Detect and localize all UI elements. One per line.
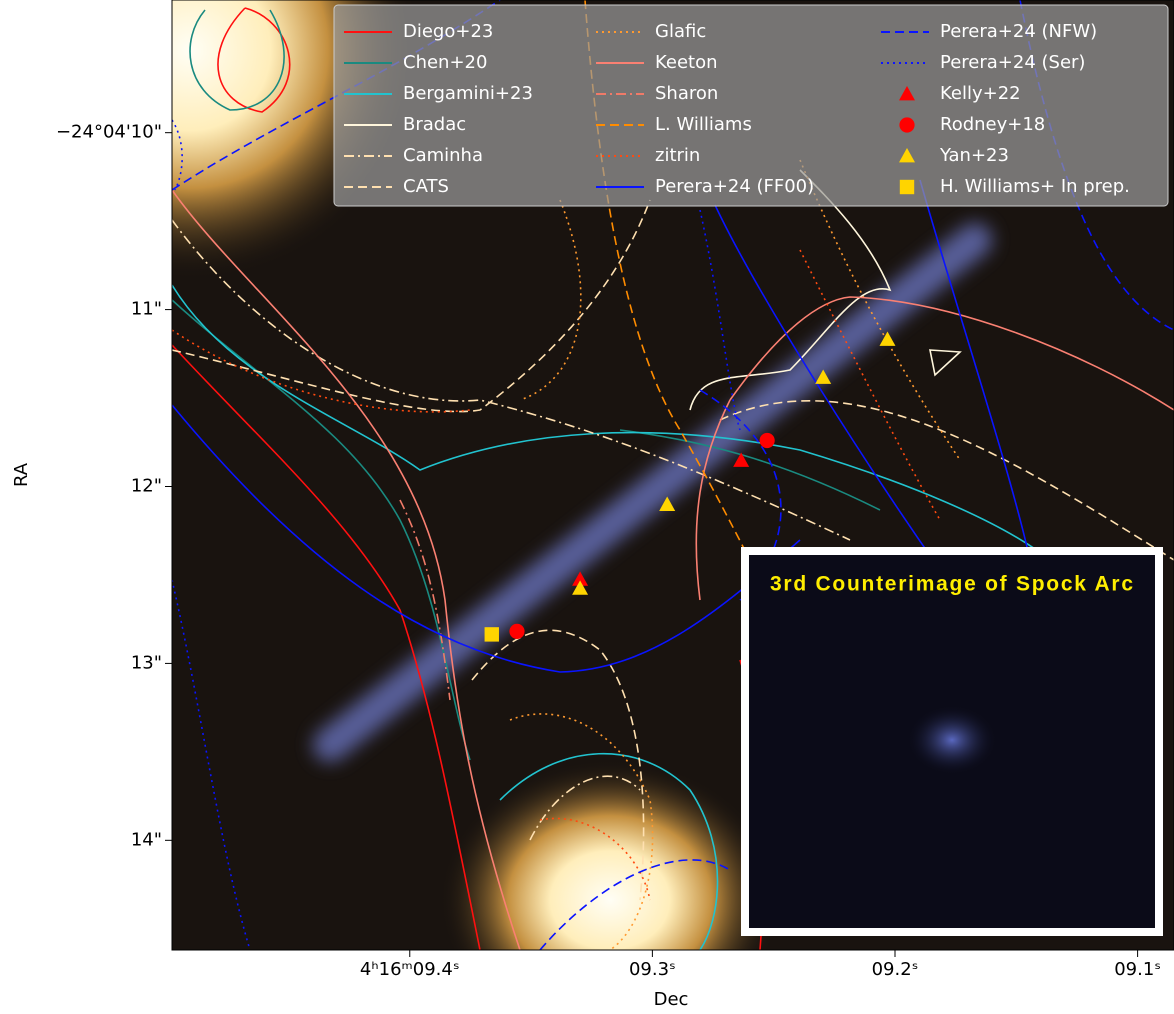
legend-box — [333, 4, 1169, 207]
square-marker — [484, 627, 499, 642]
legend-label: zitrin — [655, 145, 700, 166]
triangle-marker — [659, 496, 676, 511]
square-marker — [899, 179, 915, 195]
triangle-marker — [815, 369, 832, 384]
legend-label: Rodney+18 — [940, 114, 1045, 135]
image-positions — [484, 331, 896, 642]
legend-label: L. Williams — [655, 114, 752, 135]
circle-marker — [509, 623, 525, 639]
circle-marker — [759, 432, 775, 449]
y-tick-label: 12" — [131, 475, 162, 496]
legend-label: Yan+23 — [939, 145, 1009, 166]
y-tick-label: −24°04'10" — [56, 122, 162, 143]
legend-label: Chen+20 — [403, 52, 487, 73]
axes: 4ʰ16ᵐ09.4ˢ 09.3ˢ 09.2ˢ 09.1ˢ −24°04'10" 11" 12… — [56, 122, 1161, 980]
legend-label: H. Williams+ In prep. — [940, 176, 1130, 197]
triangle-marker — [572, 580, 589, 595]
triangle-marker — [899, 148, 915, 163]
triangle-marker — [879, 331, 896, 346]
x-tick-label: 4ʰ16ᵐ09.4ˢ — [360, 959, 460, 980]
triangle-marker — [899, 86, 915, 101]
y-tick-label: 14" — [131, 829, 162, 850]
legend-label: Sharon — [655, 83, 718, 104]
triangle-marker — [733, 452, 750, 467]
x-axis-label: Dec — [654, 989, 689, 1010]
triangle-marker — [572, 571, 589, 586]
axes-frame — [171, 0, 1174, 951]
lens-contours — [172, 0, 1174, 950]
legend-label: Kelly+22 — [940, 83, 1021, 104]
legend-label: Glafic — [655, 21, 706, 42]
circle-marker — [899, 117, 915, 133]
legend-label: Keeton — [655, 52, 718, 73]
y-tick-label: 13" — [131, 652, 162, 673]
y-axis-label: RA — [11, 462, 32, 487]
inset: 3rd Counterimage of Spock Arc — [741, 547, 1163, 936]
x-tick-label: 09.1ˢ — [1114, 959, 1161, 980]
legend-label: CATS — [403, 176, 449, 197]
inset-source — [907, 705, 997, 775]
legend-label: Diego+23 — [403, 21, 493, 42]
x-tick-label: 09.2ˢ — [872, 959, 919, 980]
legend: Diego+23 Chen+20 Bergamini+23 Bradac Caminha… — [333, 4, 1169, 207]
inset-label: 3rd Counterimage of Spock Arc — [770, 573, 1133, 596]
legend-label: Bradac — [403, 114, 466, 135]
legend-label: Perera+24 (Ser) — [940, 52, 1085, 73]
y-tick-label: 11" — [131, 299, 162, 320]
legend-label: Bergamini+23 — [403, 83, 533, 104]
legend-label: Caminha — [403, 145, 483, 166]
legend-label: Perera+24 (FF00) — [655, 176, 814, 197]
legend-label: Perera+24 (NFW) — [940, 21, 1097, 42]
x-tick-label: 09.3ˢ — [629, 959, 676, 980]
